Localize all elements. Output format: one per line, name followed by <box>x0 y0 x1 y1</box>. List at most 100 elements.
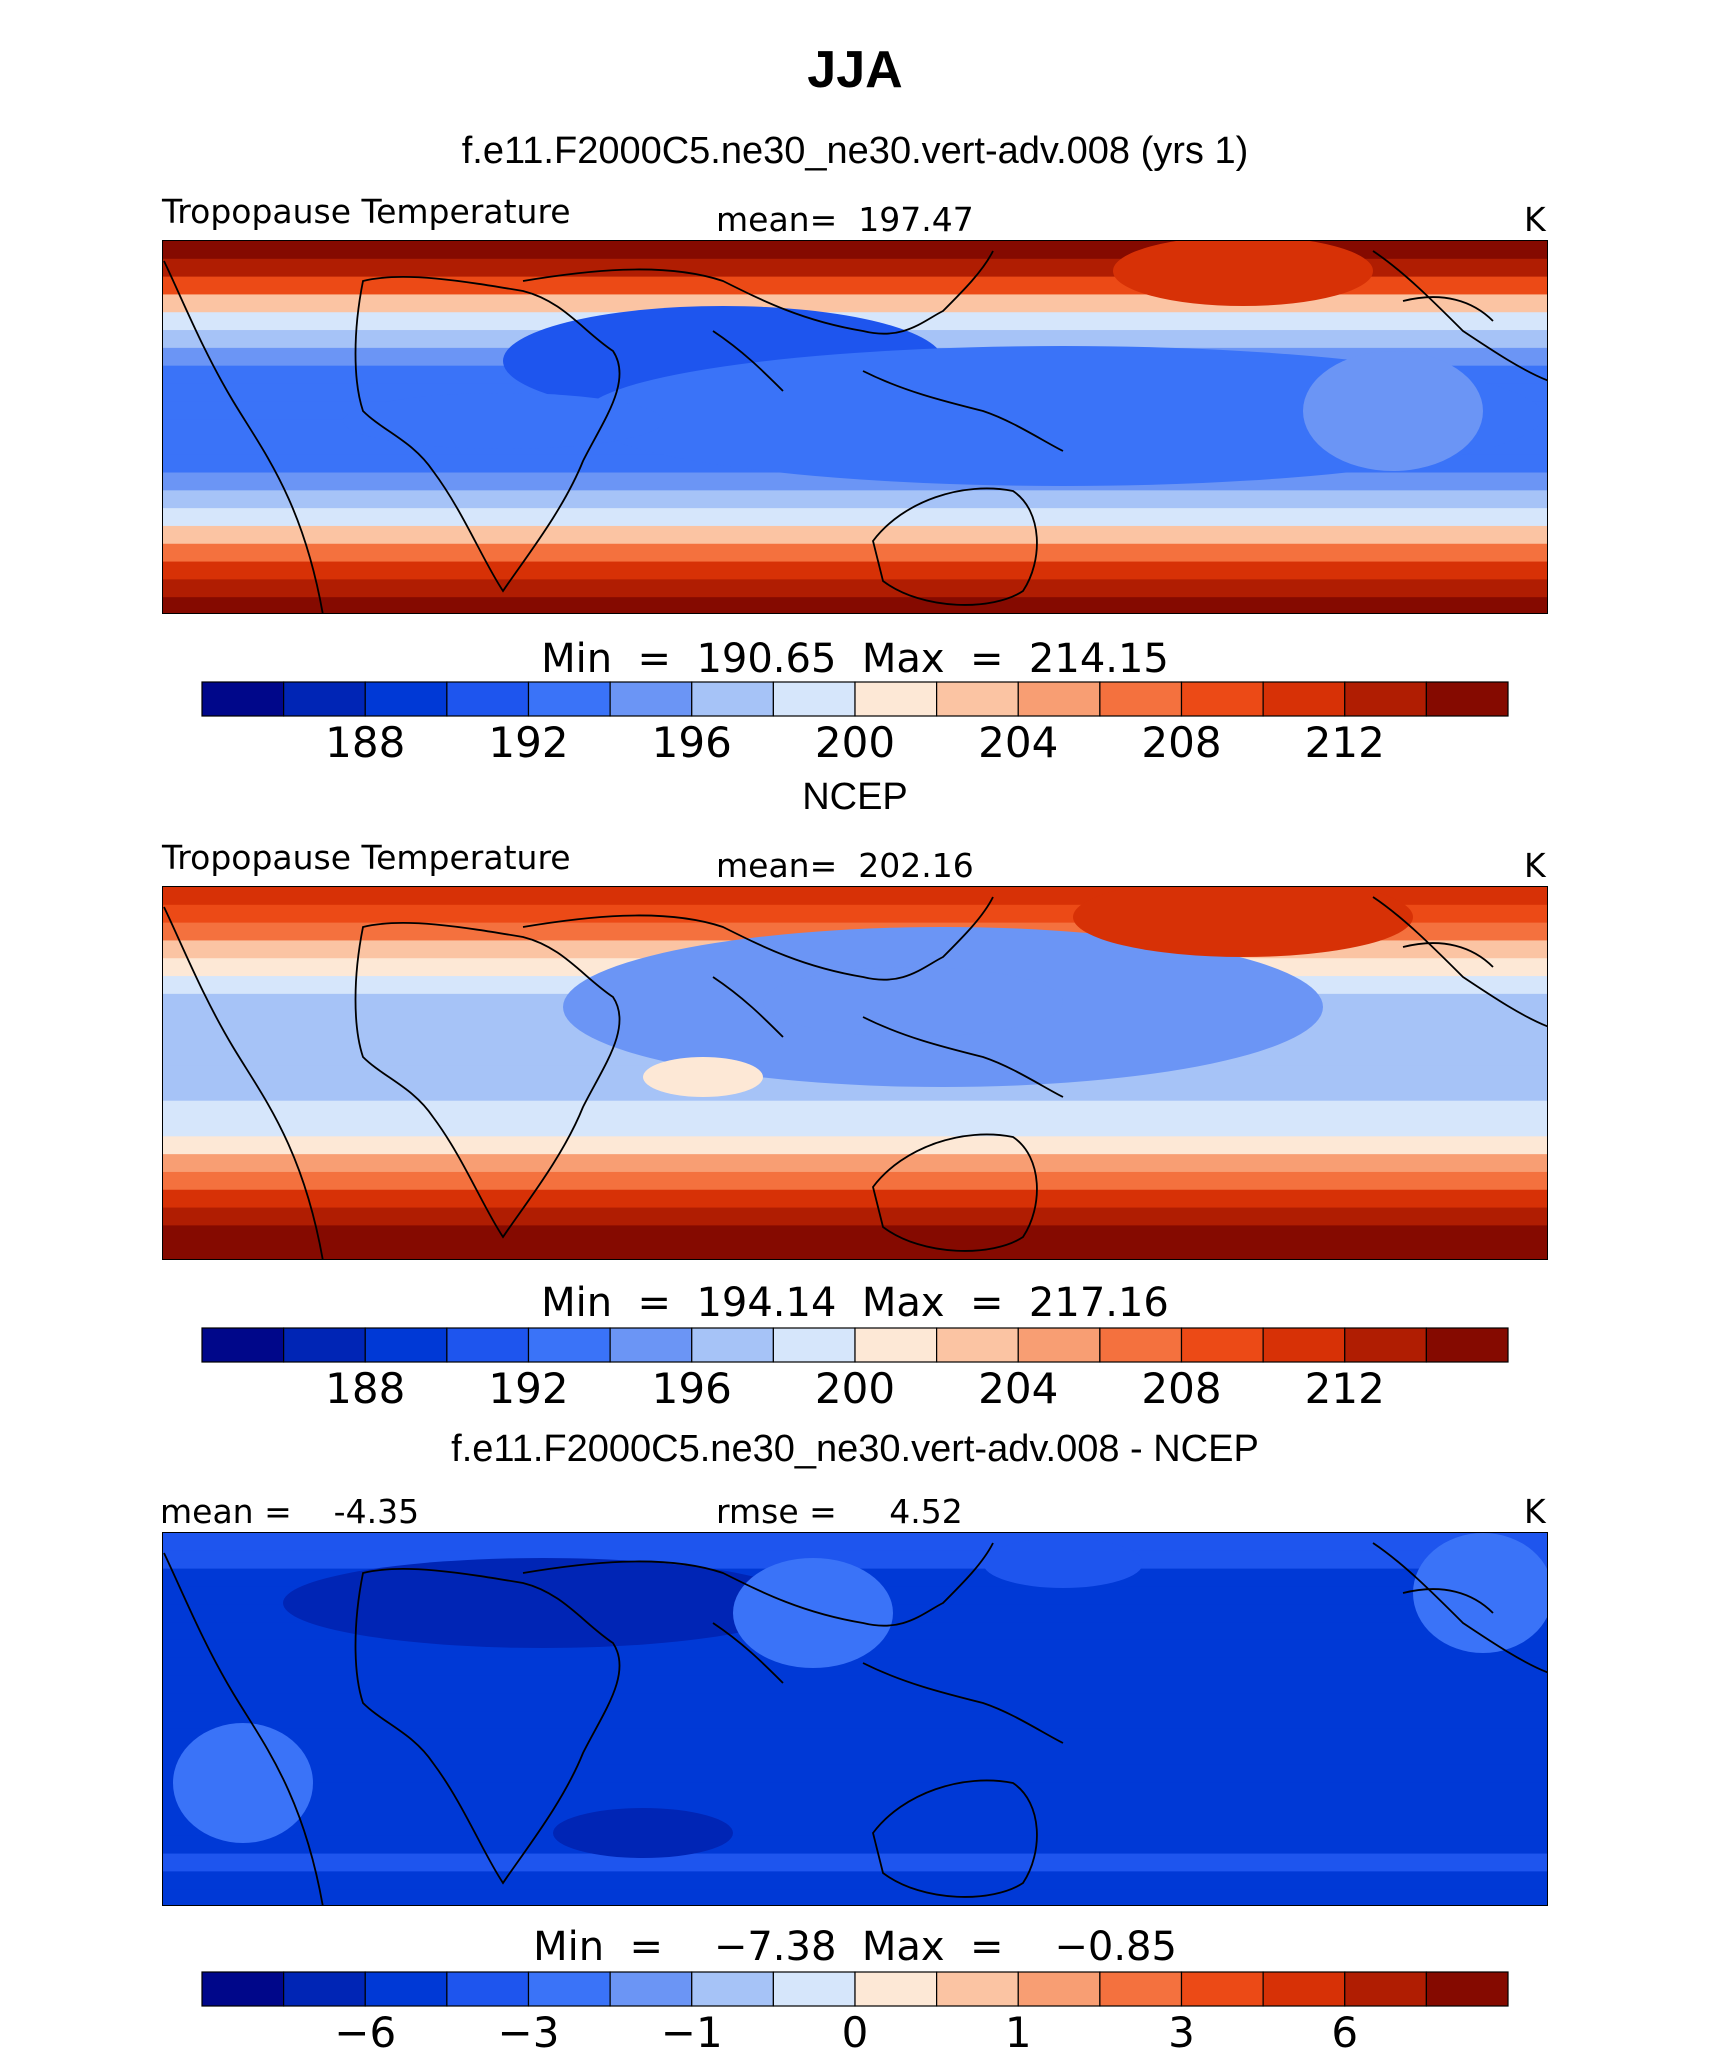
colorbar-tick-label: 188 <box>325 1364 406 1413</box>
colorbar-swatch <box>1099 681 1183 717</box>
field-band <box>163 1533 1547 1552</box>
colorbar-swatch <box>1180 1971 1264 2007</box>
colorbar-tick-label: 200 <box>814 718 896 767</box>
field-band <box>163 1746 1547 1766</box>
colorbar-swatch <box>1017 1327 1101 1363</box>
colorbar-swatch <box>527 1327 611 1363</box>
field-band <box>163 294 1547 313</box>
colorbar-swatch <box>609 1971 693 2007</box>
colorbar-tick-label: 204 <box>978 718 1059 767</box>
colorbar-tick-label: 192 <box>488 718 569 767</box>
colorbar-swatch <box>446 1971 530 2007</box>
field-band <box>163 1693 1547 1712</box>
colorbar-swatch <box>936 681 1019 717</box>
colorbar-tick-label: 204 <box>978 1364 1059 1413</box>
field-band <box>163 1189 1547 1209</box>
field-region <box>583 346 1543 486</box>
colorbar-swatch <box>283 681 366 717</box>
coastline <box>163 260 324 613</box>
field-band <box>163 597 1547 613</box>
panel-2-map-svg <box>163 887 1547 1259</box>
colorbar-tick-label: 208 <box>1141 1364 1222 1413</box>
panel-3-map <box>162 1532 1548 1906</box>
field-band <box>163 1764 1547 1783</box>
field-region <box>173 1723 313 1843</box>
coastline <box>872 1133 1038 1252</box>
field-band <box>163 1171 1547 1191</box>
coastline <box>163 906 324 1259</box>
field-region <box>733 1558 893 1668</box>
field-band <box>163 1675 1547 1694</box>
coastline <box>522 1542 994 1627</box>
field-band <box>163 1711 1547 1730</box>
field-band <box>163 1207 1547 1226</box>
field-region <box>1413 1533 1547 1653</box>
coastline <box>712 976 784 1038</box>
colorbar-tick-label: 188 <box>325 718 406 767</box>
colorbar-swatch <box>1017 681 1101 717</box>
colorbar-swatch <box>691 1971 774 2007</box>
colorbar-tick-label: 6 <box>1331 2008 1359 2057</box>
coastline <box>1372 250 1547 382</box>
field-band <box>163 1782 1547 1801</box>
panel-2-title: NCEP <box>802 776 908 818</box>
colorbar-swatch <box>1262 681 1346 717</box>
field-band <box>163 1835 1547 1855</box>
panel-2-units-label: K <box>1524 846 1546 885</box>
field-region <box>343 393 663 449</box>
field-band <box>163 1100 1547 1120</box>
panel-1-colorbar <box>201 681 1509 717</box>
colorbar-swatch <box>1180 681 1264 717</box>
colorbar-swatch <box>691 1327 774 1363</box>
panel-3-title: f.e11.F2000C5.ne30_ne30.vert-adv.008 - N… <box>451 1428 1259 1470</box>
colorbar-swatch <box>772 1327 856 1363</box>
panel-2-colorbar-ticks: 188 192 196 200 204 208 212 <box>202 1364 1508 1414</box>
field-band <box>163 1853 1547 1872</box>
panel-2-minmax: Min = 194.14 Max = 217.16 <box>541 1280 1169 1326</box>
colorbar-tick-label: 196 <box>651 1364 732 1413</box>
coastline <box>862 370 1064 452</box>
field-band <box>163 1225 1547 1244</box>
panel-1-mean-label: mean= 197.47 <box>716 200 974 239</box>
colorbar-swatch <box>691 681 774 717</box>
coastline <box>522 250 994 335</box>
colorbar-tick-label: 200 <box>814 1364 896 1413</box>
colorbar-swatch <box>201 681 285 717</box>
field-band <box>163 1154 1547 1173</box>
colorbar-swatch <box>283 1971 366 2007</box>
colorbar-swatch <box>1344 1971 1427 2007</box>
panel-3-rmse-label: rmse = 4.52 <box>716 1492 963 1531</box>
colorbar-swatch <box>1344 1327 1427 1363</box>
panel-3-colorbar-ticks: −6 −3 −1 0 1 3 6 <box>202 2008 1508 2058</box>
colorbar-swatch <box>1017 1971 1101 2007</box>
colorbar-swatch <box>854 1327 938 1363</box>
coastline <box>862 1662 1064 1744</box>
panel-1-map-svg <box>163 241 1547 613</box>
coastline <box>712 330 784 392</box>
colorbar-swatch <box>609 681 693 717</box>
colorbar-tick-label: 208 <box>1141 718 1222 767</box>
colorbar-swatch <box>527 681 611 717</box>
colorbar-swatch <box>201 1971 285 2007</box>
colorbar-swatch <box>1425 681 1509 717</box>
field-band <box>163 1082 1547 1102</box>
colorbar-tick-label: −6 <box>334 2008 397 2057</box>
panel-1-title: f.e11.F2000C5.ne30_ne30.vert-adv.008 (yr… <box>461 130 1249 172</box>
colorbar-swatch <box>1099 1327 1183 1363</box>
panel-2-mean-label: mean= 202.16 <box>716 846 974 885</box>
coastline <box>1402 296 1494 322</box>
coastline <box>163 1552 324 1905</box>
colorbar-swatch <box>1099 1971 1183 2007</box>
field-band <box>163 1871 1547 1890</box>
colorbar-swatch <box>772 681 856 717</box>
field-band <box>163 1118 1547 1137</box>
panel-3-colorbar <box>201 1971 1509 2007</box>
colorbar-swatch <box>936 1971 1019 2007</box>
colorbar-swatch <box>772 1971 856 2007</box>
coastline <box>354 275 621 593</box>
field-band <box>163 1800 1547 1819</box>
colorbar-swatch <box>854 681 938 717</box>
field-region <box>1303 351 1483 471</box>
field-band <box>163 1136 1547 1155</box>
